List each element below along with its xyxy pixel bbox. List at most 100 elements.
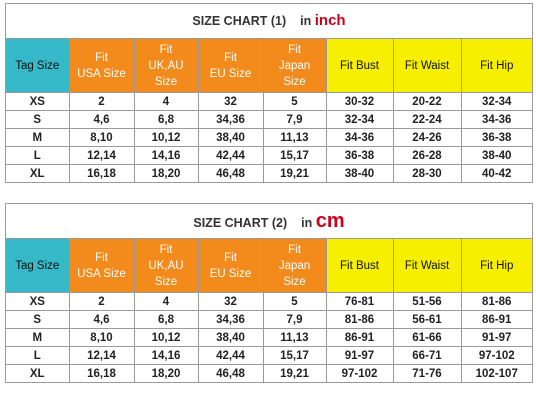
cell-japan-size: 19,21 <box>262 364 327 382</box>
cell-usa-size: 2 <box>68 292 135 311</box>
cell-usa-size: 4,6 <box>68 110 135 129</box>
cell-hip: 40-42 <box>460 164 532 182</box>
header-hip: Fit Hip <box>460 39 532 93</box>
cell-usa-size: 16,18 <box>68 364 135 382</box>
header-bust: Fit Bust <box>325 39 394 93</box>
cell-hip: 81-86 <box>460 292 532 311</box>
cell-waist: 26-28 <box>392 146 462 165</box>
cell-uk-au-size: 14,16 <box>133 146 199 165</box>
cell-eu-size: 34,36 <box>197 310 264 329</box>
cell-uk-au-size: 10,12 <box>133 328 199 347</box>
cell-japan-size: 7,9 <box>262 110 327 129</box>
cell-uk-au-size: 18,20 <box>133 164 199 182</box>
cell-uk-au-size: 10,12 <box>133 128 199 147</box>
cell-japan-size: 11,13 <box>262 128 327 147</box>
cell-usa-size: 2 <box>68 92 135 111</box>
cell-eu-size: 46,48 <box>197 164 264 182</box>
cell-waist: 24-26 <box>392 128 462 147</box>
cell-hip: 91-97 <box>460 328 532 347</box>
cell-japan-size: 15,17 <box>262 346 327 365</box>
cell-tag-size: XL <box>6 164 70 182</box>
header-bust: Fit Bust <box>325 239 394 293</box>
cell-japan-size: 5 <box>262 292 327 311</box>
chart-title-text: SIZE CHART (1) <box>192 14 287 28</box>
header-uk-au-size: Fit UK,AU Size <box>133 39 199 93</box>
header-hip: Fit Hip <box>460 239 532 293</box>
cell-waist: 51-56 <box>392 292 462 311</box>
header-usa-size: Fit USA Size <box>68 239 135 293</box>
size-table: Tag Size Fit USA Size Fit UK,AU Size Fit… <box>6 39 532 182</box>
header-waist: Fit Waist <box>392 239 462 293</box>
chart-title-text: SIZE CHART (2) <box>193 216 288 230</box>
header-eu-size: Fit EU Size <box>197 39 264 93</box>
cell-usa-size: 4,6 <box>68 310 135 329</box>
header-japan-size: Fit Japan Size <box>262 39 327 93</box>
cell-hip: 97-102 <box>460 346 532 365</box>
cell-waist: 61-66 <box>392 328 462 347</box>
cell-uk-au-size: 14,16 <box>133 346 199 365</box>
cell-bust: 30-32 <box>325 92 394 111</box>
cell-usa-size: 16,18 <box>68 164 135 182</box>
unit-label: cm <box>315 210 345 232</box>
cell-waist: 22-24 <box>392 110 462 129</box>
cell-tag-size: L <box>6 346 70 365</box>
cell-uk-au-size: 18,20 <box>133 364 199 382</box>
header-waist: Fit Waist <box>392 39 462 93</box>
chart-title: SIZE CHART (2) in cm <box>6 204 532 239</box>
cell-japan-size: 15,17 <box>262 146 327 165</box>
header-eu-size: Fit EU Size <box>197 239 264 293</box>
table-row: XL 16,18 18,20 46,48 19,21 38-40 28-30 4… <box>6 164 532 182</box>
table-row: XS 2 4 32 5 30-32 20-22 32-34 <box>6 92 532 111</box>
cell-usa-size: 8,10 <box>68 328 135 347</box>
cell-hip: 86-91 <box>460 310 532 329</box>
size-chart-inch: SIZE CHART (1) in inch Tag Size Fit USA S… <box>5 3 533 183</box>
cell-uk-au-size: 4 <box>133 92 199 111</box>
table-row: XL 16,18 18,20 46,48 19,21 97-102 71-76 … <box>6 364 532 382</box>
cell-japan-size: 19,21 <box>262 164 327 182</box>
cell-tag-size: S <box>6 110 70 129</box>
cell-tag-size: M <box>6 328 70 347</box>
cell-eu-size: 32 <box>197 292 264 311</box>
cell-bust: 91-97 <box>325 346 394 365</box>
cell-tag-size: XL <box>6 364 70 382</box>
size-table: Tag Size Fit USA Size Fit UK,AU Size Fit… <box>6 239 532 382</box>
table-row: M 8,10 10,12 38,40 11,13 86-91 61-66 91-… <box>6 328 532 347</box>
cell-uk-au-size: 4 <box>133 292 199 311</box>
cell-waist: 66-71 <box>392 346 462 365</box>
cell-tag-size: S <box>6 310 70 329</box>
cell-bust: 97-102 <box>325 364 394 382</box>
cell-bust: 38-40 <box>325 164 394 182</box>
cell-bust: 36-38 <box>325 146 394 165</box>
cell-waist: 28-30 <box>392 164 462 182</box>
header-row: Tag Size Fit USA Size Fit UK,AU Size Fit… <box>6 39 532 93</box>
size-chart-cm: SIZE CHART (2) in cm Tag Size Fit USA Siz… <box>5 203 533 383</box>
header-japan-size: Fit Japan Size <box>262 239 327 293</box>
header-tag-size: Tag Size <box>6 239 70 293</box>
cell-eu-size: 42,44 <box>197 146 264 165</box>
cell-uk-au-size: 6,8 <box>133 110 199 129</box>
cell-bust: 86-91 <box>325 328 394 347</box>
cell-hip: 32-34 <box>460 92 532 111</box>
cell-usa-size: 12,14 <box>68 146 135 165</box>
cell-waist: 71-76 <box>392 364 462 382</box>
cell-hip: 34-36 <box>460 110 532 129</box>
unit-label: inch <box>314 12 346 29</box>
cell-hip: 102-107 <box>460 364 532 382</box>
cell-eu-size: 34,36 <box>197 110 264 129</box>
cell-eu-size: 42,44 <box>197 346 264 365</box>
table-row: XS 2 4 32 5 76-81 51-56 81-86 <box>6 292 532 311</box>
cell-tag-size: XS <box>6 92 70 111</box>
table-row: M 8,10 10,12 38,40 11,13 34-36 24-26 36-… <box>6 128 532 147</box>
cell-usa-size: 12,14 <box>68 346 135 365</box>
cell-tag-size: M <box>6 128 70 147</box>
cell-japan-size: 5 <box>262 92 327 111</box>
cell-tag-size: L <box>6 146 70 165</box>
table-row: L 12,14 14,16 42,44 15,17 36-38 26-28 38… <box>6 146 532 165</box>
header-usa-size: Fit USA Size <box>68 39 135 93</box>
table-row: S 4,6 6,8 34,36 7,9 81-86 56-61 86-91 <box>6 310 532 329</box>
unit-prefix: in <box>300 14 312 28</box>
cell-eu-size: 46,48 <box>197 364 264 382</box>
cell-bust: 34-36 <box>325 128 394 147</box>
chart-title: SIZE CHART (1) in inch <box>6 4 532 39</box>
table-row: S 4,6 6,8 34,36 7,9 32-34 22-24 34-36 <box>6 110 532 129</box>
